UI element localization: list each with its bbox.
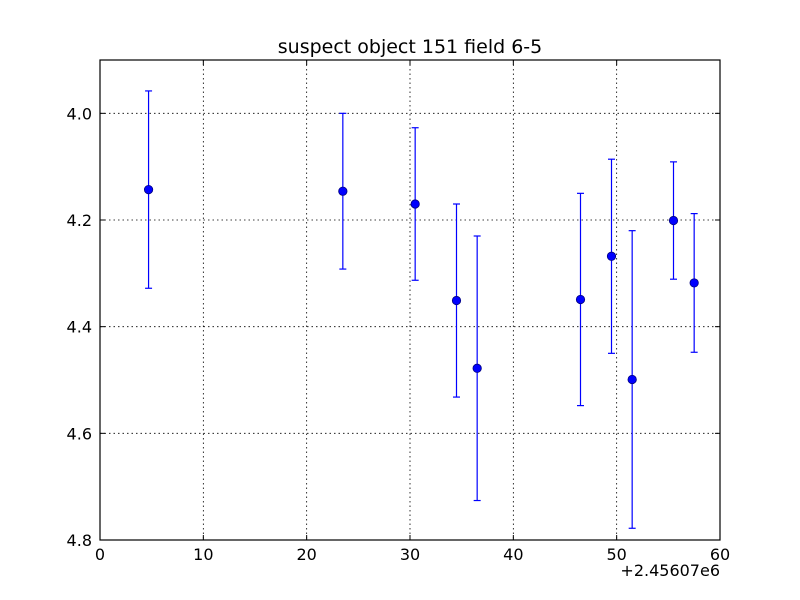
data-point	[338, 186, 348, 196]
axis-ticks	[99, 60, 721, 541]
data-point	[689, 278, 699, 288]
data-point	[606, 251, 617, 261]
y-tick-label: 4.2	[67, 211, 92, 230]
data-point	[668, 215, 679, 226]
x-tick-label: 30	[400, 545, 420, 564]
grid	[100, 60, 720, 540]
x-tick-label: 40	[503, 545, 523, 564]
x-tick-label: 60	[710, 545, 730, 564]
data-points	[143, 185, 699, 385]
y-tick-labels: 4.0 4.2 4.4 4.6 4.8	[67, 104, 92, 550]
x-tick-labels: 0 10 20 30 40 50 60	[95, 545, 730, 564]
y-tick-label: 4.8	[67, 531, 92, 550]
y-tick-label: 4.4	[67, 318, 92, 337]
x-tick-label: 50	[606, 545, 626, 564]
y-tick-label: 4.6	[67, 424, 92, 443]
data-point	[627, 374, 637, 385]
data-point	[451, 295, 462, 306]
y-tick-label: 4.0	[67, 104, 92, 123]
chart-title: suspect object 151 field 6-5	[278, 36, 543, 58]
data-point	[575, 294, 586, 305]
error-bars	[145, 90, 698, 529]
x-tick-label: 10	[193, 545, 213, 564]
x-tick-label: 20	[296, 545, 316, 564]
x-offset-label: +2.45607e6	[620, 561, 720, 580]
data-point	[472, 363, 482, 373]
data-point	[143, 185, 154, 195]
x-tick-label: 0	[95, 545, 105, 564]
data-point	[410, 199, 420, 209]
